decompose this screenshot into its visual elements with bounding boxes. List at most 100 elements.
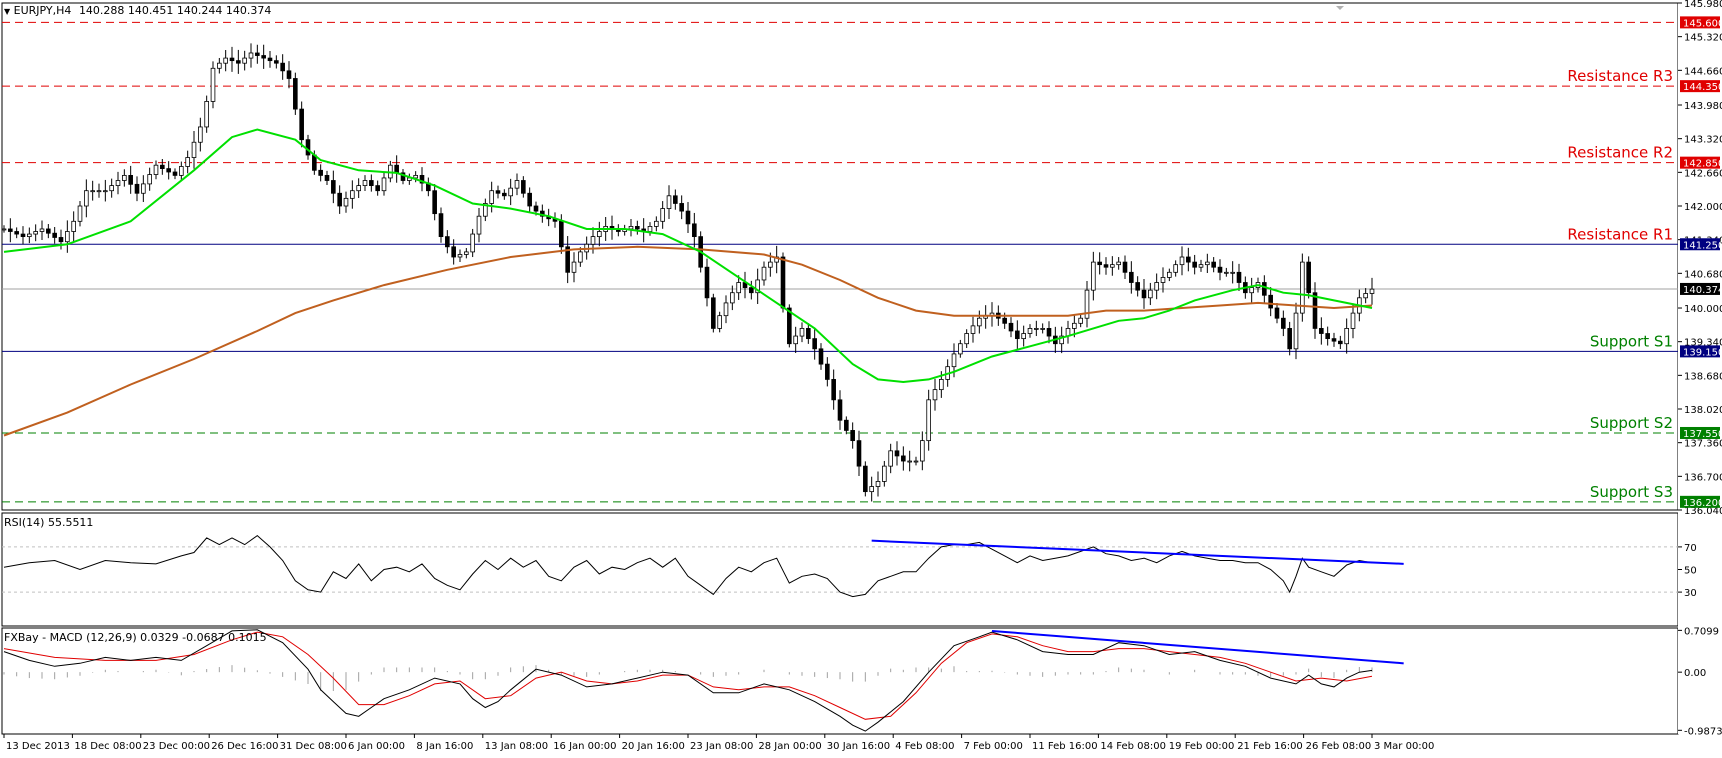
candle-body [1306,261,1311,294]
candle-body [96,190,102,193]
candle-body [780,256,786,309]
candle-body [1186,256,1191,263]
candle-body [679,203,684,212]
candle-body [1325,333,1330,340]
candle-body [46,228,51,234]
level-label-4: Support S1 [1590,332,1673,350]
dropdown-arrow-icon[interactable]: ▼ [4,7,11,16]
rsi-trendline[interactable] [871,539,1404,565]
candle-body [578,251,583,263]
candle-body [901,455,906,462]
candle-body [736,282,741,294]
y-tick-label: 138.680 [1684,371,1722,382]
candle-body [204,101,209,128]
y-tick-label: 145.980 [1684,0,1722,10]
candle-body [825,363,830,380]
x-tick-label: 23 Jan 08:00 [690,741,753,752]
candle-body [635,226,640,230]
candle-body [141,183,146,194]
candle-body [1338,340,1343,345]
candle-body [153,164,159,175]
price-tag-1: 144.350 [1683,82,1722,93]
candle-body [1110,264,1115,268]
candle-body [1097,261,1102,266]
candle-body [673,195,678,204]
candle-body [1046,328,1052,337]
candle-body [77,205,83,222]
candle-body [438,213,444,238]
candle-body [1,228,7,231]
candle-body [768,261,773,268]
candle-body [869,486,874,493]
candle-body [818,348,824,365]
candle-body [1262,282,1267,296]
candle-body [160,164,165,169]
x-tick-label: 30 Jan 16:00 [827,741,890,752]
candle-body [628,226,634,230]
candle-body [1293,312,1299,350]
candle-body [1350,312,1356,329]
candle-body [419,175,425,184]
candle-body [1002,317,1007,324]
price-plot: Resistance R3 Resistance R2 Resistance R1 S… [1,6,1678,503]
candle-body [894,450,900,457]
macd-trendline[interactable] [991,629,1404,665]
candle-body [52,232,57,238]
candle-body [502,192,507,197]
candle-body [1021,333,1026,340]
candle-body [1148,289,1153,299]
candle-body [362,180,368,187]
candle-body [977,317,982,327]
candle-body [565,246,570,273]
candle-body [343,197,349,207]
candle-body [305,139,311,156]
candle-body [248,52,254,59]
candle-body [793,335,798,345]
candle-body [147,174,152,185]
candle-body [84,190,89,207]
candle-body [717,315,722,329]
candle-body [71,220,76,232]
rsi-panel[interactable] [1,512,1679,627]
candle-body [964,333,969,345]
candle-body [1369,288,1375,294]
candle-body [837,399,843,421]
macd-header-text: FXBay - MACD (12,26,9) 0.0329 -0.0687 0.… [4,631,267,644]
candle-body [666,195,672,209]
y-tick-label: 142.000 [1684,202,1722,213]
x-tick-label: 13 Dec 2013 [6,741,70,752]
candle-body [210,67,216,102]
candle-body [1331,338,1337,342]
candle-body [1129,271,1134,283]
candle-body [14,231,19,235]
candle-body [685,210,691,225]
candle-body [8,228,13,232]
candle-body [483,203,488,217]
macd-tick-label: 0.00 [1684,668,1706,679]
y-tick-label: 137.360 [1684,439,1722,450]
candle-body [65,231,70,243]
price-tag-top: 145.600 [1683,18,1722,29]
price-tag-2-bg [1680,156,1720,169]
candle-body [1344,328,1349,345]
candle-body [476,215,482,235]
ma-slow-line [3,245,1373,437]
y-tick-label: 142.660 [1684,168,1722,179]
candle-body [128,175,133,185]
candle-body [1072,322,1077,329]
shift-marker-icon[interactable] [1336,6,1344,10]
candle-body [337,192,342,207]
candle-body [1319,328,1324,334]
rsi-tick-label: 50 [1684,566,1697,577]
y-tick-label: 136.040 [1684,506,1722,517]
price-tag-current-bg [1680,282,1720,295]
candle-body [799,328,805,337]
price-panel[interactable] [1,2,1679,511]
candle-body [1224,271,1229,274]
x-tick-label: 23 Dec 00:00 [143,741,210,752]
candle-body [907,460,912,463]
candle-body [1300,261,1305,314]
macd-line [3,629,1373,732]
